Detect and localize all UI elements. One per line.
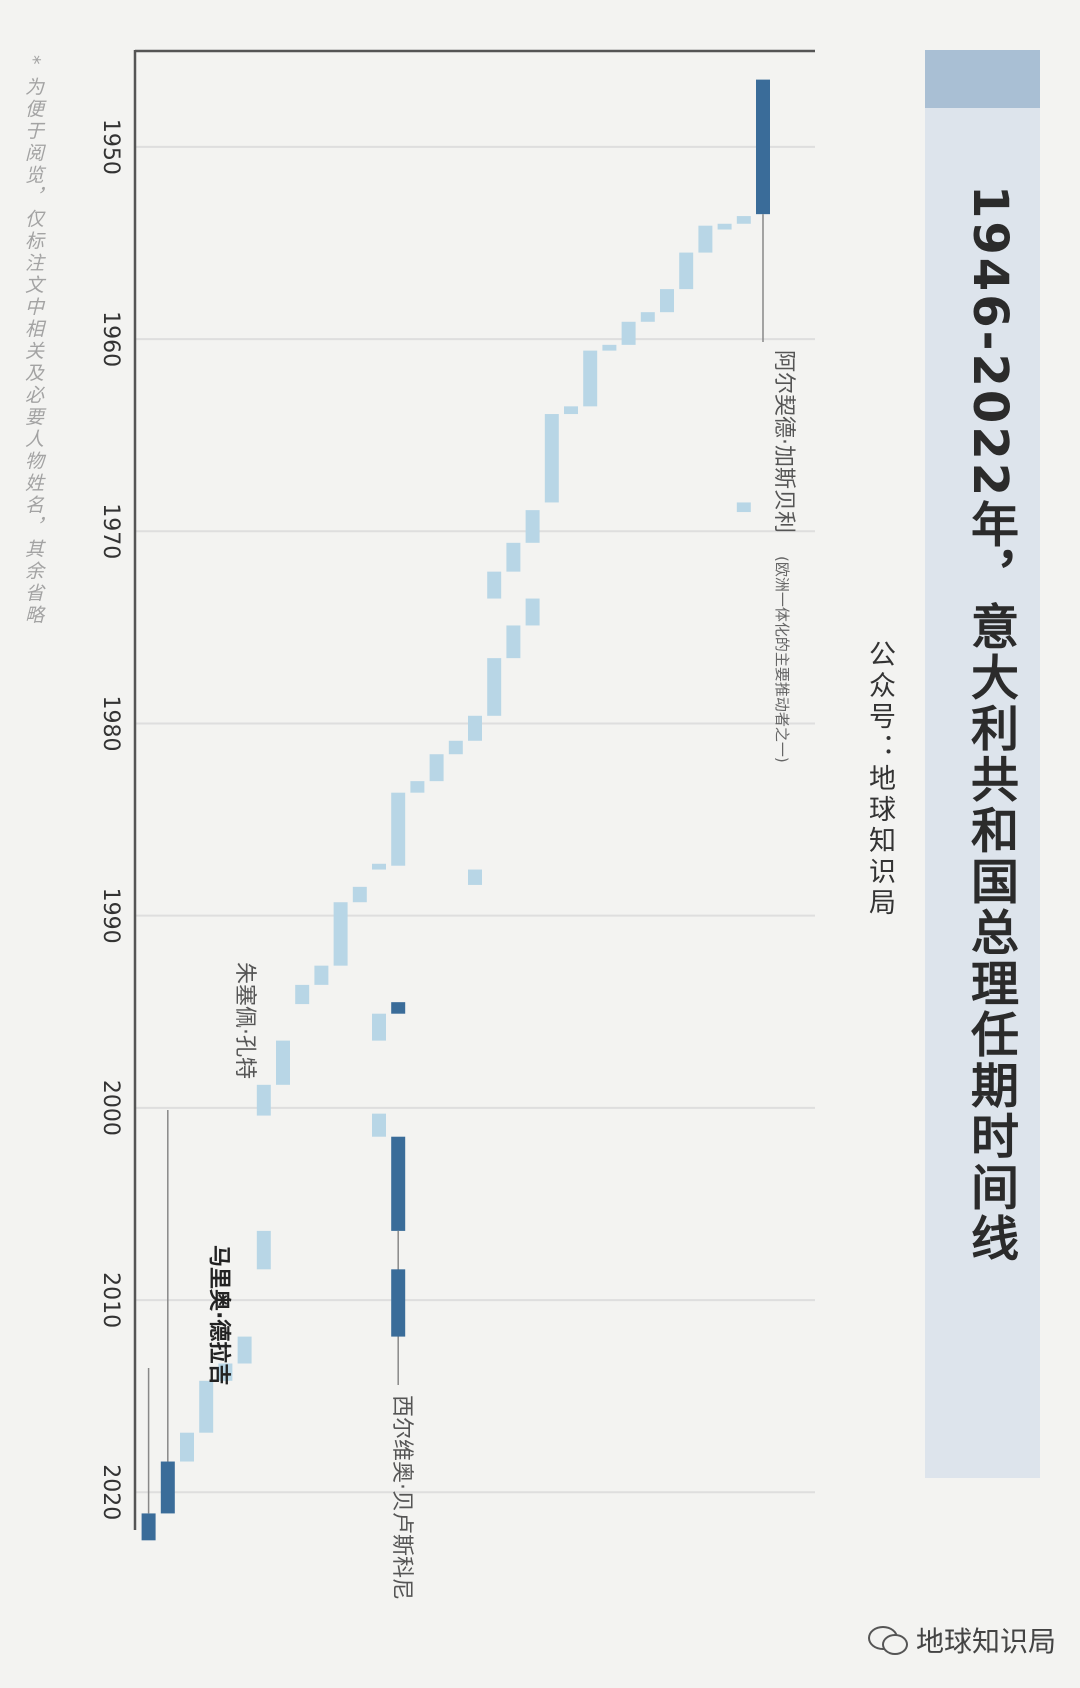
- term-bar: [660, 289, 674, 313]
- term-bar: [698, 225, 713, 253]
- page-title: 1946-2022年，意大利共和国总理任期时间线: [962, 185, 1018, 1265]
- title-accent-bar: [925, 50, 1040, 108]
- term-note: (欧洲一体化的主要推动者之一): [773, 556, 791, 763]
- term-bar: [468, 869, 482, 885]
- term-bar: [448, 740, 463, 755]
- term-bar: [525, 598, 540, 626]
- term-bar: [640, 312, 655, 322]
- term-bar: [602, 344, 617, 351]
- term-bar: [391, 1136, 406, 1231]
- term-bar: [506, 625, 521, 659]
- term-bar: [141, 1513, 156, 1541]
- term-label: 阿尔契德·加斯贝利: [771, 350, 796, 533]
- tick-label-2010: 2010: [98, 1272, 123, 1328]
- wechat-icon: [868, 1626, 908, 1655]
- term-bar: [468, 715, 482, 741]
- term-bar: [506, 542, 521, 572]
- tick-label-1950: 1950: [98, 119, 123, 175]
- term-bar: [372, 863, 386, 870]
- term-bar: [180, 1432, 194, 1462]
- term-bar: [333, 902, 348, 966]
- term-bar: [372, 1013, 386, 1041]
- term-bar: [314, 965, 329, 985]
- term-bar: [295, 984, 310, 1005]
- term-bar: [391, 792, 406, 866]
- term-bar: [487, 658, 502, 716]
- term-bar: [237, 1336, 252, 1364]
- term-label: 西尔维奥·贝卢斯科尼: [389, 1395, 414, 1600]
- term-bar: [352, 886, 367, 903]
- term-bar: [256, 1084, 271, 1116]
- tick-label-1960: 1960: [98, 311, 123, 367]
- term-bar: [199, 1380, 214, 1433]
- watermark-text: 地球知识局: [916, 1625, 1057, 1658]
- title-panel: [925, 50, 1040, 1478]
- term-label: 马里奥·德拉吉: [206, 1245, 232, 1385]
- term-bar: [525, 510, 540, 543]
- term-bar: [410, 781, 425, 793]
- tick-label-1990: 1990: [98, 888, 123, 944]
- term-bar: [564, 406, 578, 415]
- tick-label-1970: 1970: [98, 503, 123, 559]
- term-bar: [736, 216, 751, 224]
- term-bar: [487, 571, 502, 599]
- term-label: 朱塞佩·孔特: [232, 962, 257, 1079]
- term-bar: [276, 1040, 290, 1085]
- term-bar: [160, 1461, 175, 1514]
- term-bar: [256, 1230, 271, 1270]
- tick-label-1980: 1980: [98, 695, 123, 751]
- term-bar: [544, 414, 559, 503]
- term-bar: [218, 1363, 233, 1381]
- tick-label-2020: 2020: [98, 1464, 123, 1520]
- term-bar: [717, 223, 732, 230]
- term-bar: [372, 1113, 386, 1137]
- term-bar: [391, 1269, 406, 1337]
- term-bar: [583, 350, 598, 407]
- term-bar: [391, 1002, 406, 1014]
- tick-label-2000: 2000: [98, 1080, 123, 1136]
- term-bar: [736, 502, 751, 513]
- subtitle: 公众号：地球知识局: [864, 640, 895, 919]
- term-bar: [429, 754, 444, 782]
- footnote: * 为便于阅览，仅标注文中相关及必要人物姓名，其余省略: [22, 55, 44, 627]
- watermark: 地球知识局: [868, 1620, 1056, 1660]
- term-bar: [756, 79, 770, 215]
- term-bar: [621, 321, 636, 345]
- term-bar: [679, 252, 694, 290]
